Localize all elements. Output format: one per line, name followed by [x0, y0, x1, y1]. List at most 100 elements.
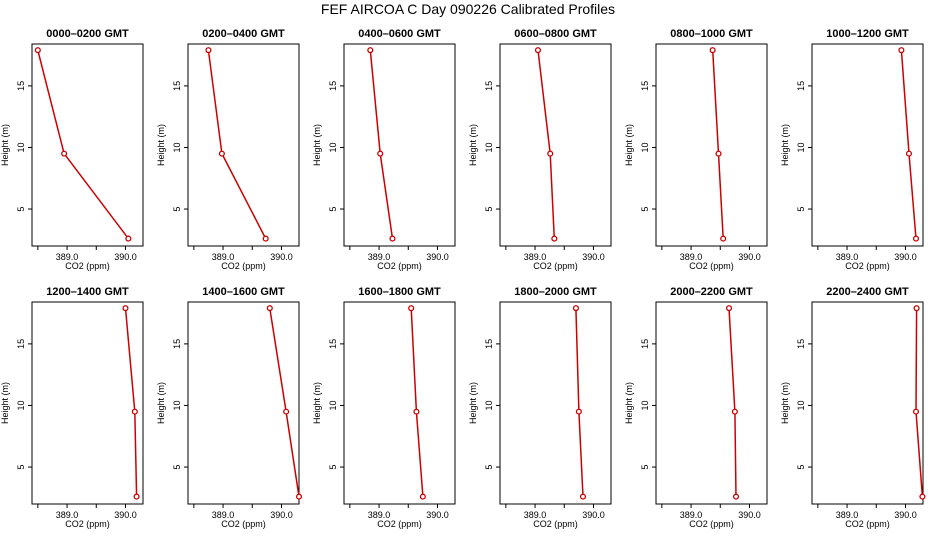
profile-line: [124, 308, 138, 497]
panel-title: 0400–0600 GMT: [358, 28, 441, 40]
y-tick-label: 10: [640, 400, 650, 410]
plot-frame: [31, 301, 144, 505]
y-tick-label: 10: [328, 142, 338, 152]
y-tick-label: 5: [484, 207, 494, 212]
y-axis-label: Height (m): [156, 124, 166, 166]
profile-point: [905, 150, 913, 157]
profile-panel: 0800–1000 GMT 389.0 390.0 5 10 15 CO2 (ppm) Hei…: [624, 28, 768, 271]
y-tick-label: 5: [16, 465, 26, 470]
profile-point: [283, 408, 290, 415]
y-tick-label: 15: [172, 81, 182, 91]
profile-panel: 0600–0800 GMT 389.0 390.0 5 10 15 CO2 (ppm) Hei…: [468, 28, 612, 271]
x-axis-label: CO2 (ppm): [689, 261, 734, 271]
y-axis-label: Height (m): [468, 124, 478, 166]
y-tick-label: 10: [328, 400, 338, 410]
panel-title: 1800–2000 GMT: [514, 286, 597, 298]
y-axis-label: Height (m): [780, 124, 790, 166]
x-tick-label: 390.0: [582, 252, 605, 262]
x-tick-label: 390.0: [270, 510, 293, 520]
plot-frame: [811, 301, 924, 505]
profile-line: [711, 50, 724, 239]
y-axis-label: Height (m): [780, 382, 790, 424]
x-tick-label: 390.0: [114, 252, 137, 262]
profile-point: [131, 408, 138, 415]
x-tick-label: 389.0: [680, 510, 703, 520]
plot-frame: [499, 301, 612, 505]
panel-title: 2200–2400 GMT: [826, 286, 909, 298]
profile-panel: 1600–1800 GMT 389.0 390.0 5 10 15 CO2 (ppm) Hei…: [312, 286, 456, 529]
profile-point: [572, 305, 579, 312]
x-tick-label: 389.0: [368, 510, 391, 520]
panel-title: 0800–1000 GMT: [670, 28, 753, 40]
y-tick-label: 5: [16, 207, 26, 212]
profile-point: [715, 150, 722, 157]
y-tick-label: 15: [16, 339, 26, 349]
panel-title: 1000–1200 GMT: [826, 28, 909, 40]
plot-frame: [31, 43, 144, 247]
profile-point: [61, 150, 68, 157]
profile-point: [34, 47, 41, 54]
x-tick-label: 390.0: [426, 252, 449, 262]
x-tick-label: 390.0: [738, 510, 761, 520]
y-tick-label: 5: [328, 207, 338, 212]
profile-point: [725, 305, 733, 312]
profile-point: [122, 305, 129, 312]
profile-line: [410, 308, 424, 497]
panel-title: 0000–0200 GMT: [46, 28, 129, 40]
profile-panel: 1400–1600 GMT 389.0 390.0 5 10 15 CO2 (ppm) Hei…: [156, 286, 303, 529]
profile-panel: 2000–2200 GMT 389.0 390.0 5 10 15 CO2 (ppm) Hei…: [624, 286, 768, 529]
x-tick-label: 389.0: [56, 252, 79, 262]
plot-frame: [343, 43, 456, 247]
profile-point: [133, 493, 140, 500]
panel-title: 1200–1400 GMT: [46, 286, 129, 298]
x-tick-label: 389.0: [836, 252, 859, 262]
profile-point: [218, 150, 225, 157]
profile-point: [295, 493, 303, 500]
y-tick-label: 5: [328, 465, 338, 470]
y-tick-label: 5: [484, 465, 494, 470]
y-tick-label: 10: [16, 142, 26, 152]
profile-panel: 1200–1400 GMT 389.0 390.0 5 10 15 CO2 (ppm) Hei…: [0, 286, 144, 529]
y-tick-label: 10: [484, 400, 494, 410]
profile-point: [408, 305, 415, 312]
plot-frame: [811, 43, 924, 247]
profile-line: [269, 308, 300, 497]
y-tick-label: 10: [484, 142, 494, 152]
x-tick-label: 390.0: [894, 252, 917, 262]
x-axis-label: CO2 (ppm): [845, 261, 890, 271]
x-axis-label: CO2 (ppm): [533, 519, 578, 529]
y-axis-label: Height (m): [624, 124, 634, 166]
y-axis-label: Height (m): [312, 124, 322, 166]
x-tick-label: 389.0: [56, 510, 79, 520]
y-tick-label: 15: [328, 81, 338, 91]
profile-line: [728, 308, 737, 497]
profile-line: [207, 50, 267, 239]
profile-point: [419, 493, 426, 500]
plot-frame: [187, 43, 300, 247]
y-tick-label: 15: [640, 81, 650, 91]
y-tick-label: 15: [640, 339, 650, 349]
x-tick-label: 390.0: [894, 510, 917, 520]
profile-point: [551, 235, 558, 242]
profile-panel: 2200–2400 GMT 389.0 390.0 5 10 15 CO2 (ppm) Hei…: [780, 286, 926, 529]
x-axis-label: CO2 (ppm): [65, 261, 110, 271]
plot-frame: [187, 301, 300, 505]
y-tick-label: 10: [796, 400, 806, 410]
y-tick-label: 10: [172, 142, 182, 152]
plot-frame: [499, 43, 612, 247]
profile-panel: 1000–1200 GMT 389.0 390.0 5 10 15 CO2 (ppm) Hei…: [780, 28, 924, 271]
panel-title: 0200–0400 GMT: [202, 28, 285, 40]
x-tick-label: 389.0: [368, 252, 391, 262]
x-axis-label: CO2 (ppm): [533, 261, 578, 271]
profile-point: [720, 235, 727, 242]
profile-line: [575, 308, 584, 497]
x-tick-label: 390.0: [426, 510, 449, 520]
y-tick-label: 10: [16, 400, 26, 410]
x-axis-label: CO2 (ppm): [221, 519, 266, 529]
x-tick-label: 390.0: [270, 252, 293, 262]
y-tick-label: 5: [172, 465, 182, 470]
profile-line: [900, 50, 917, 239]
y-axis-label: Height (m): [156, 382, 166, 424]
profile-line: [537, 50, 556, 239]
